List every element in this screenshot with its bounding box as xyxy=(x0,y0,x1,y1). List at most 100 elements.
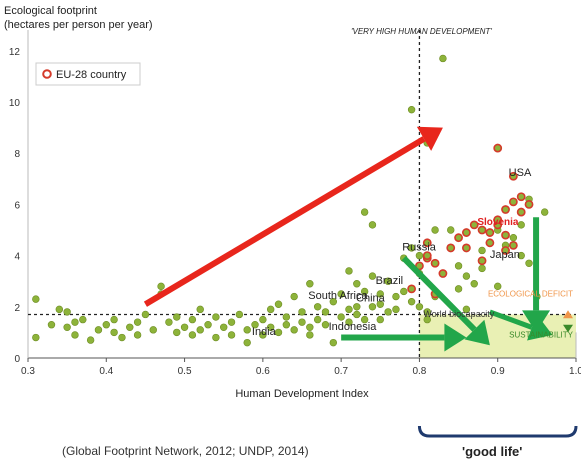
country-point xyxy=(157,282,165,291)
country-label-usa: USA xyxy=(509,167,532,179)
country-point xyxy=(540,208,549,216)
country-point xyxy=(235,310,244,319)
country-point xyxy=(462,272,471,280)
country-point xyxy=(110,315,118,324)
russia-to-sustainability-arrow-shaft xyxy=(401,256,477,332)
good-life-label: 'good life' xyxy=(462,444,523,459)
country-point xyxy=(282,313,291,321)
country-point xyxy=(71,331,79,339)
eu-country-point xyxy=(485,228,495,237)
country-point xyxy=(133,318,142,326)
country-point xyxy=(454,285,463,293)
x-tick-label: 0.5 xyxy=(178,366,192,377)
x-tick-label: 0.6 xyxy=(256,366,270,377)
country-point xyxy=(188,331,197,339)
country-point xyxy=(133,331,142,339)
x-tick-label: 0.7 xyxy=(334,366,348,377)
country-point xyxy=(173,328,181,337)
country-point xyxy=(360,287,369,296)
country-label-brazil: Brazil xyxy=(376,275,404,287)
country-point xyxy=(282,321,291,329)
country-label-slovenia: Slovenia xyxy=(477,217,519,228)
eu-country-point xyxy=(461,228,471,237)
country-point xyxy=(517,221,525,229)
eu-country-point xyxy=(477,225,487,235)
country-point xyxy=(407,105,416,114)
country-point xyxy=(243,326,251,334)
country-point xyxy=(306,331,314,339)
country-point xyxy=(423,315,431,324)
country-point xyxy=(415,303,424,311)
country-point xyxy=(392,292,400,301)
country-point xyxy=(227,318,236,326)
eu-country-point xyxy=(508,171,518,181)
country-point xyxy=(321,308,330,316)
country-point xyxy=(251,321,259,329)
y-tick-label: 2 xyxy=(14,303,20,314)
country-point xyxy=(423,308,431,316)
country-point xyxy=(220,323,228,331)
x-tick-label: 0.9 xyxy=(491,366,505,377)
country-label-india: India xyxy=(252,326,277,338)
country-point xyxy=(400,287,408,296)
sustainability-down-icon xyxy=(563,324,573,333)
country-point xyxy=(165,318,173,326)
country-point xyxy=(329,338,338,347)
country-point xyxy=(306,280,314,288)
y-tick-label: 0 xyxy=(14,354,20,365)
eu-country-point xyxy=(454,233,463,243)
country-label-indonesia: Indonesia xyxy=(329,321,378,333)
country-point xyxy=(454,262,463,270)
x-tick-label: 0.4 xyxy=(99,366,113,377)
country-point xyxy=(345,318,353,326)
eu-country-point xyxy=(501,246,510,255)
country-point xyxy=(345,305,353,314)
country-point xyxy=(337,290,345,298)
country-point xyxy=(290,326,298,334)
country-point xyxy=(494,282,502,291)
country-point xyxy=(360,208,369,216)
country-point xyxy=(126,323,134,331)
country-point xyxy=(32,295,40,303)
country-point xyxy=(32,333,40,342)
legend-marker-eu xyxy=(42,69,52,79)
russia-to-sustainability-arrow-head xyxy=(464,319,490,346)
legend-label-eu: EU-28 country xyxy=(56,69,127,81)
x-axis-label: Human Development Index xyxy=(235,388,369,400)
country-label-japan: Japan xyxy=(490,249,520,261)
source-caption: (Global Footprint Network, 2012; UNDP, 2… xyxy=(62,444,309,458)
japan-to-sustainability-arrow-shaft xyxy=(489,309,533,330)
country-point xyxy=(196,326,204,334)
eu-country-point xyxy=(415,261,424,271)
country-point xyxy=(212,333,220,342)
y-tick-label: 4 xyxy=(14,252,20,263)
country-point xyxy=(180,323,189,331)
eu-country-point xyxy=(438,269,448,278)
eu-country-point xyxy=(508,240,518,250)
sustainability-label: SUSTAINABILITY xyxy=(509,331,574,340)
country-point xyxy=(149,326,157,334)
country-point xyxy=(384,277,392,285)
country-point xyxy=(47,321,56,329)
country-point xyxy=(141,310,150,319)
country-point xyxy=(313,303,322,311)
country-point xyxy=(353,280,361,288)
country-label-south-africa: South Africa xyxy=(308,290,368,302)
country-point xyxy=(376,290,384,298)
eu-country-point xyxy=(477,256,487,266)
eu-country-point xyxy=(501,230,510,240)
country-point xyxy=(204,321,212,329)
country-point xyxy=(71,318,79,326)
eu-country-point xyxy=(469,220,479,230)
country-point xyxy=(212,313,220,321)
eu-country-point xyxy=(461,243,471,253)
eu-country-point xyxy=(407,284,416,294)
x-tick-label: 0.8 xyxy=(412,366,426,377)
country-point xyxy=(86,336,95,344)
country-point xyxy=(298,318,306,326)
eu-country-point xyxy=(524,199,534,209)
country-point xyxy=(470,280,478,288)
country-point xyxy=(447,226,455,234)
good-life-bracket xyxy=(417,425,578,438)
country-point xyxy=(384,308,392,316)
